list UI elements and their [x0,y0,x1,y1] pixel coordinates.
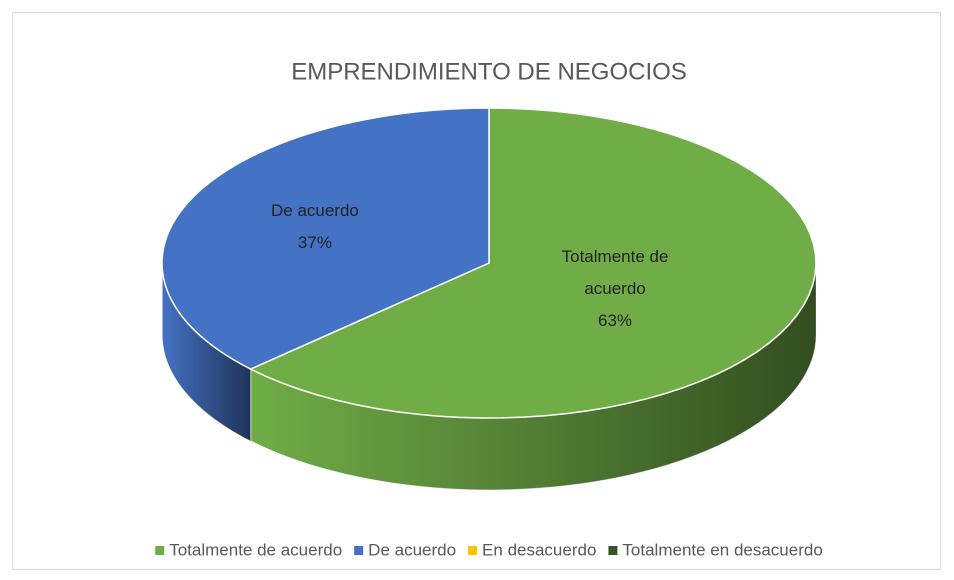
legend-swatch [608,546,618,555]
data-label-category: Totalmente de acuerdo [561,246,669,298]
legend-label: En desacuerdo [482,540,596,559]
data-label-value: 63% [598,310,633,330]
chart-title: EMPRENDIMIENTO DE NEGOCIOS [291,58,687,85]
slice-side-shade [162,263,251,442]
legend-label: De acuerdo [368,540,456,559]
legend-swatch [468,546,478,555]
slice [248,107,817,419]
legend-swatch [155,546,165,555]
data-label-box: Totalmente de acuerdo 63% [530,229,700,349]
data-label-box: De acuerdo 37% [230,167,400,287]
data-label: De acuerdo 37% [230,167,400,287]
data-label-value: 37% [297,233,332,253]
legend-label: Totalmente de acuerdo [169,540,342,559]
legend-label: Totalmente en desacuerdo [622,540,822,559]
data-label: Totalmente de acuerdo 63% [530,229,700,349]
legend: Totalmente de acuerdo De acuerdo En desacu… [155,540,823,559]
legend-swatch [354,546,364,555]
data-label-category: De acuerdo [270,201,359,221]
slice [161,107,490,370]
slice-side-shade [250,263,816,490]
